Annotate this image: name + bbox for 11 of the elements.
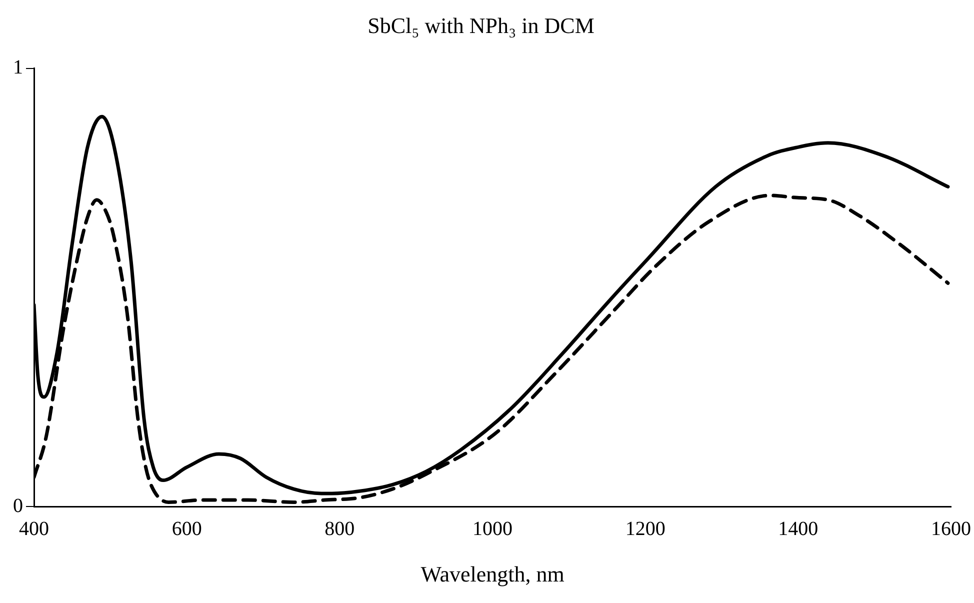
x-tick-label: 600 [172,518,202,540]
chart-title: SbCl₅ with NPh₃ in DCM [368,12,594,38]
x-tick-label: 1400 [778,518,818,540]
x-axis-title: Wavelength, nm [420,562,564,587]
x-tick-label: 1600 [931,518,971,540]
y-tick-label: 0 [13,494,23,517]
x-tick-label: 400 [19,518,49,540]
x-tick-label: 1000 [472,518,512,540]
x-tick-label: 800 [324,518,355,540]
y-tick-label: 1 [13,56,23,79]
x-tick-label: 1200 [625,518,666,540]
